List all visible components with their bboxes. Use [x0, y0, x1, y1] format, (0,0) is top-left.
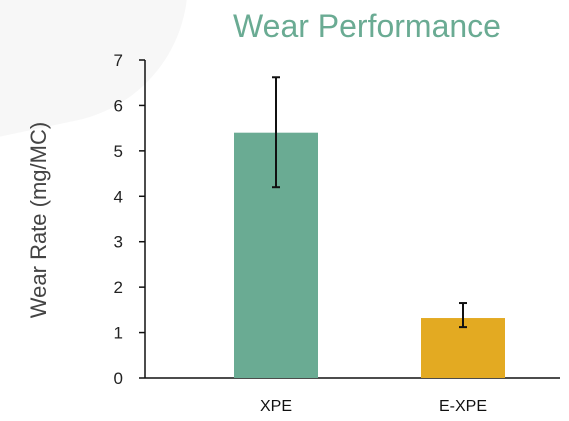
y-tick-label: 6 [114, 96, 123, 115]
chart-title: Wear Performance [233, 8, 501, 44]
y-tick-label: 5 [114, 142, 123, 161]
y-tick-label: 7 [114, 51, 123, 70]
y-tick-label: 3 [114, 233, 123, 252]
x-tick-label: E-XPE [439, 398, 487, 415]
x-tick-label: XPE [260, 398, 292, 415]
y-tick-label: 2 [114, 278, 123, 297]
chart-marks: 0 1 2 3 4 5 6 7 XPE E-XPE [114, 51, 560, 415]
y-tick-label: 1 [114, 324, 123, 343]
y-axis-label: Wear Rate (mg/MC) [26, 122, 51, 318]
y-tick-label: 0 [114, 369, 123, 388]
y-tick-label: 4 [114, 187, 123, 206]
